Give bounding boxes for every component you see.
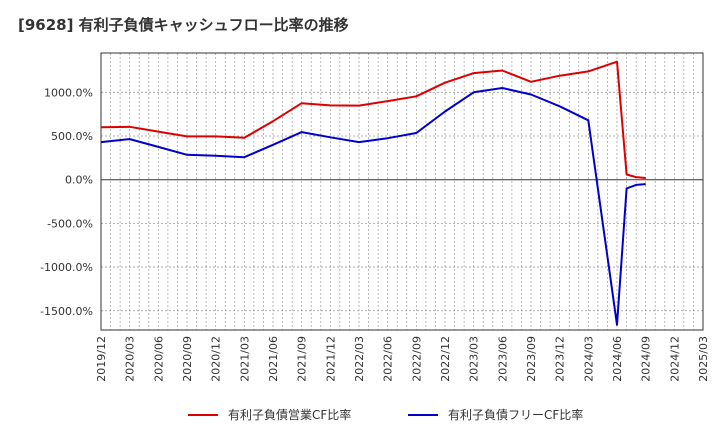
x-tick-label: 2022/06: [382, 336, 395, 382]
x-tick-label: 2023/09: [525, 336, 538, 382]
x-tick-label: 2023/12: [554, 336, 567, 382]
x-tick-label: 2022/03: [353, 336, 366, 382]
y-tick-label: -1000.0%: [40, 261, 93, 274]
series-line-2: [100, 87, 646, 326]
x-tick-label: 2024/12: [668, 336, 681, 382]
x-tick-label: 2019/12: [95, 336, 108, 382]
chart-title: [9628] 有利子負債キャッシュフロー比率の推移: [18, 16, 349, 34]
y-tick-label: -500.0%: [47, 217, 93, 230]
x-tick-label: 2024/09: [640, 336, 653, 382]
x-tick-label: 2020/09: [181, 336, 194, 382]
x-tick-label: 2024/06: [611, 336, 624, 382]
y-tick-label: -1500.0%: [40, 305, 93, 318]
x-tick-label: 2023/03: [468, 336, 481, 382]
x-tick-label: 2021/06: [267, 336, 280, 382]
plot-area: [100, 52, 704, 331]
x-tick-label: 2021/03: [238, 336, 251, 382]
x-tick-label: 2025/03: [697, 336, 710, 382]
x-tick-label: 2024/03: [582, 336, 595, 382]
y-tick-label: 0.0%: [65, 174, 93, 187]
legend-label: 有利子負債フリーCF比率: [448, 407, 583, 422]
y-tick-label: 500.0%: [51, 130, 93, 143]
x-tick-label: 2021/12: [324, 336, 337, 382]
x-tick-label: 2022/12: [439, 336, 452, 382]
x-tick-label: 2022/09: [410, 336, 423, 382]
series-line-1: [100, 60, 646, 179]
x-tick-label: 2020/03: [124, 336, 137, 382]
series-lines: [100, 60, 646, 326]
x-tick-label: 2020/06: [152, 336, 165, 382]
x-tick-label: 2020/12: [210, 336, 223, 382]
y-tick-label: 1000.0%: [44, 86, 93, 99]
x-tick-label: 2023/06: [496, 336, 509, 382]
legend-label: 有利子負債営業CF比率: [228, 407, 351, 422]
legend: 有利子負債営業CF比率 有利子負債フリーCF比率: [188, 407, 583, 422]
y-axis: 1000.0% 500.0% 0.0% -500.0% -1000.0% -1500.0%: [40, 86, 93, 317]
x-axis: 2019/12 2020/03 2020/06 2020/09 2020/12 2021/…: [95, 336, 710, 382]
x-tick-label: 2021/09: [296, 336, 309, 382]
